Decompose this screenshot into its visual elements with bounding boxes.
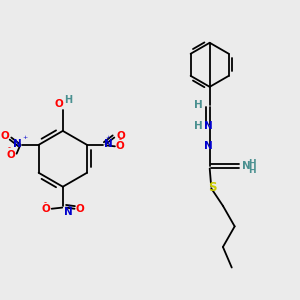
Text: N: N — [242, 161, 251, 172]
Text: +: + — [106, 135, 111, 140]
Text: N: N — [64, 207, 73, 217]
Text: H: H — [64, 95, 73, 105]
Text: N: N — [13, 139, 22, 149]
Text: O: O — [55, 99, 64, 109]
Text: O: O — [6, 150, 15, 161]
Text: O: O — [76, 204, 85, 214]
Text: H: H — [194, 100, 202, 110]
Text: N: N — [204, 121, 213, 131]
Text: O: O — [41, 204, 50, 214]
Text: N: N — [204, 141, 213, 151]
Text: H: H — [248, 159, 256, 168]
Text: H: H — [194, 121, 203, 131]
Text: O: O — [116, 141, 124, 151]
Text: -: - — [8, 143, 11, 152]
Text: O: O — [116, 131, 125, 141]
Text: +: + — [22, 135, 27, 140]
Text: S: S — [208, 181, 216, 194]
Text: O: O — [1, 131, 10, 141]
Text: H: H — [248, 166, 256, 175]
Text: -: - — [44, 198, 47, 207]
Text: +: + — [66, 204, 71, 209]
Text: -: - — [119, 135, 122, 144]
Text: N: N — [104, 139, 113, 149]
